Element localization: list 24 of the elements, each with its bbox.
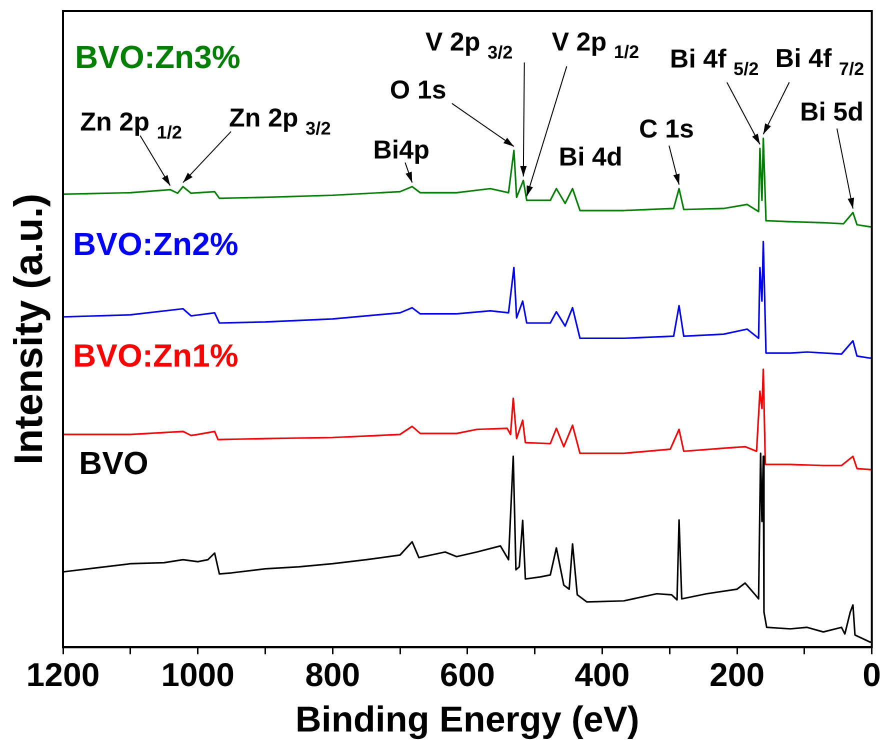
annotation: Bi 5d <box>800 96 864 127</box>
text: BVO <box>79 444 148 481</box>
x-axis-title: Binding Energy (eV) <box>295 698 640 740</box>
annotation: Bi 4d <box>558 142 622 172</box>
annotation: Bi4p <box>373 134 430 165</box>
annotation: Zn 2p 3/2 <box>228 102 331 138</box>
x-tick-label: 1200 <box>26 656 100 694</box>
annotation: Bi 4f 5/2 <box>670 43 759 80</box>
annotation: Zn 2p 1/2 <box>80 106 182 142</box>
x-tick-label: 600 <box>440 656 495 694</box>
x-tick-label: 400 <box>574 656 630 694</box>
x-tick-label: 200 <box>709 656 765 694</box>
x-tick-label: 0 <box>862 656 882 694</box>
annotation: O 1s <box>390 74 446 104</box>
annotation: Bi 4f 7/2 <box>775 43 864 80</box>
series-label: BVO:Zn1% <box>73 337 238 374</box>
annotation: V 2p 1/2 <box>552 26 640 62</box>
series-label: BVO:Zn2% <box>73 226 238 262</box>
x-tick-label: 1000 <box>161 656 235 694</box>
x-tick-label: 800 <box>305 656 360 694</box>
annotation: V 2p 3/2 <box>425 26 513 62</box>
y-axis-title: Intensity (a.u.) <box>7 194 52 465</box>
text: BVO:Zn3% <box>75 39 240 76</box>
annotation: C 1s <box>639 114 694 144</box>
